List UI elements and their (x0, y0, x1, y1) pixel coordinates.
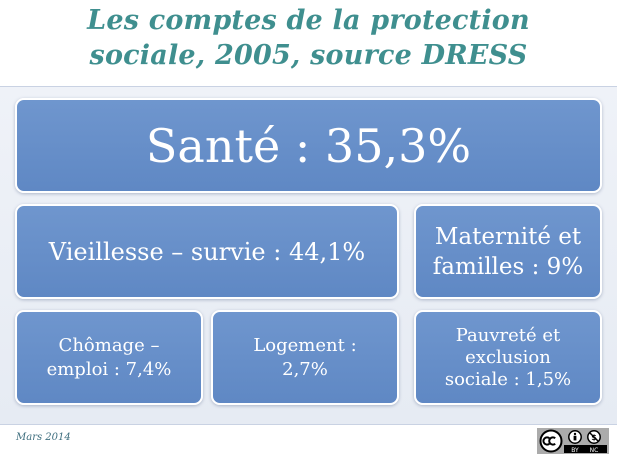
pauvrete-line-3: sociale : 1,5% (444, 368, 572, 390)
maternite-line-1: Maternité et (434, 223, 582, 250)
logement-line-2: 2,7% (282, 358, 328, 380)
maternite-line-2: familles : 9% (432, 253, 584, 280)
creative-commons-license-badge: $ BY NC (536, 427, 609, 454)
title-line-1: Les comptes de la protection (87, 5, 530, 36)
block-logement: Logement : 2,7% (211, 310, 399, 405)
license-by-text: BY (571, 447, 579, 454)
block-maternite-label: Maternité et familles : 9% (433, 222, 583, 282)
block-vieillesse: Vieillesse – survie : 44,1% (15, 204, 399, 299)
slide-header: Les comptes de la protection sociale, 20… (0, 0, 617, 86)
block-logement-label: Logement : 2,7% (253, 334, 356, 382)
logement-line-1: Logement : (253, 334, 357, 356)
block-chomage-label: Chômage – emploi : 7,4% (47, 334, 172, 382)
block-pauvrete-label: Pauvreté et exclusion sociale : 1,5% (445, 325, 571, 391)
block-maternite: Maternité et familles : 9% (414, 204, 602, 299)
pauvrete-line-2: exclusion (465, 346, 551, 368)
chomage-line-1: Chômage – (58, 334, 160, 356)
slide-title: Les comptes de la protection sociale, 20… (0, 3, 617, 73)
title-line-2: sociale, 2005, source DRESS (89, 40, 528, 71)
block-vieillesse-label: Vieillesse – survie : 44,1% (48, 237, 366, 266)
block-sante-label: Santé : 35,3% (145, 118, 472, 173)
footer-date: Mars 2014 (16, 432, 71, 443)
pauvrete-line-1: Pauvreté et (455, 324, 561, 346)
block-sante: Santé : 35,3% (15, 98, 602, 193)
block-chomage: Chômage – emploi : 7,4% (15, 310, 203, 405)
chomage-line-2: emploi : 7,4% (46, 358, 172, 380)
creative-commons-icon: $ BY NC (536, 427, 609, 454)
license-nc-text: NC (589, 447, 598, 454)
block-pauvrete: Pauvreté et exclusion sociale : 1,5% (414, 310, 602, 405)
